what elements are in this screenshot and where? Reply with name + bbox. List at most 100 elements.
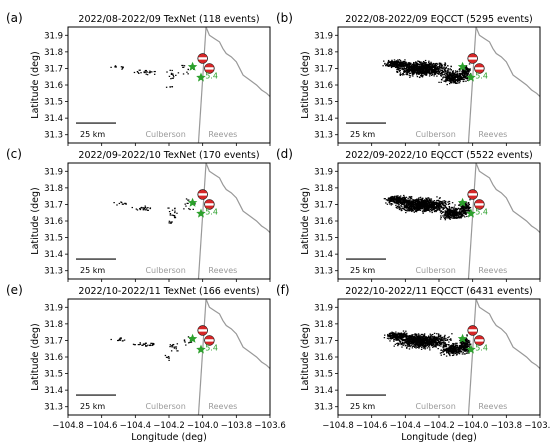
event-point (166, 71, 168, 73)
event-point (468, 69, 471, 71)
event-point (430, 202, 433, 204)
event-point (438, 67, 440, 69)
event-point (168, 222, 170, 224)
event-point (408, 203, 411, 206)
event-point (463, 74, 465, 77)
event-point (464, 353, 466, 355)
event-point (415, 61, 417, 63)
event-point (437, 68, 440, 70)
event-point (419, 339, 422, 342)
event-point (417, 206, 419, 208)
event-point (423, 200, 425, 202)
event-point (424, 342, 427, 344)
event-point (453, 77, 455, 79)
event-point (182, 73, 185, 75)
event-point (461, 346, 463, 349)
event-point (465, 210, 468, 212)
event-point (467, 73, 469, 75)
event-point (173, 346, 175, 348)
event-point (418, 340, 421, 342)
event-point (432, 341, 434, 343)
event-point (425, 197, 427, 199)
event-point (449, 72, 451, 74)
event-point (167, 357, 170, 359)
event-point (418, 343, 421, 346)
event-point (449, 209, 451, 212)
event-point (400, 203, 403, 205)
event-point (397, 201, 399, 203)
event-point (399, 63, 401, 65)
event-point (406, 347, 408, 349)
event-point (142, 343, 145, 345)
event-point (455, 71, 457, 73)
county-boundary-line (467, 299, 477, 415)
event-point (407, 199, 409, 201)
event-point (445, 350, 447, 352)
county-boundary-ne (475, 299, 540, 370)
event-point (450, 210, 452, 212)
event-point (453, 213, 455, 216)
event-point (400, 66, 402, 68)
event-point (413, 337, 415, 339)
event-point (420, 202, 423, 204)
event-point (443, 200, 446, 202)
event-point (420, 61, 422, 63)
event-point (138, 72, 140, 75)
event-point (434, 209, 436, 211)
event-point (174, 346, 178, 348)
event-point (408, 201, 410, 204)
event-point (169, 214, 171, 216)
event-point (422, 338, 425, 340)
event-point (457, 75, 459, 77)
event-point (418, 197, 420, 199)
event-point (446, 338, 449, 341)
event-point (413, 201, 415, 204)
event-point (459, 210, 461, 212)
event-point (450, 207, 453, 209)
event-point (421, 338, 423, 340)
event-point (449, 353, 451, 355)
epicenter-star (466, 72, 476, 82)
event-point (168, 220, 171, 222)
event-point (419, 338, 421, 340)
event-point (413, 211, 416, 213)
event-point (402, 203, 404, 205)
y-tick-label: 31.5 (314, 98, 333, 108)
event-point (400, 73, 402, 76)
magnitude-label: 5.4 (205, 208, 218, 217)
event-point (456, 73, 458, 76)
event-point (385, 64, 388, 66)
event-point (401, 207, 404, 210)
event-point (466, 67, 469, 69)
event-point (395, 66, 398, 68)
event-point (396, 64, 398, 66)
event-point (408, 208, 410, 210)
event-point (174, 215, 176, 217)
event-point (425, 207, 427, 209)
event-point (446, 343, 448, 346)
event-point (419, 207, 422, 210)
event-point (442, 71, 445, 73)
event-point (432, 346, 434, 348)
event-point (388, 197, 391, 200)
event-point (444, 219, 447, 221)
event-point (443, 338, 445, 340)
event-point (467, 204, 470, 206)
event-point (170, 221, 172, 223)
event-point (419, 70, 422, 73)
event-point (457, 76, 459, 79)
event-point (456, 74, 459, 76)
event-point (405, 334, 408, 336)
event-point (454, 212, 456, 214)
event-point (406, 74, 408, 76)
event-point (452, 347, 455, 349)
y-tick-label: 31.8 (44, 320, 63, 330)
event-point (444, 202, 447, 205)
event-point (411, 343, 413, 346)
event-point (417, 208, 419, 211)
event-point (404, 336, 407, 338)
event-point (405, 70, 408, 72)
event-point (421, 335, 423, 338)
event-point (456, 71, 459, 73)
event-point (462, 69, 464, 71)
